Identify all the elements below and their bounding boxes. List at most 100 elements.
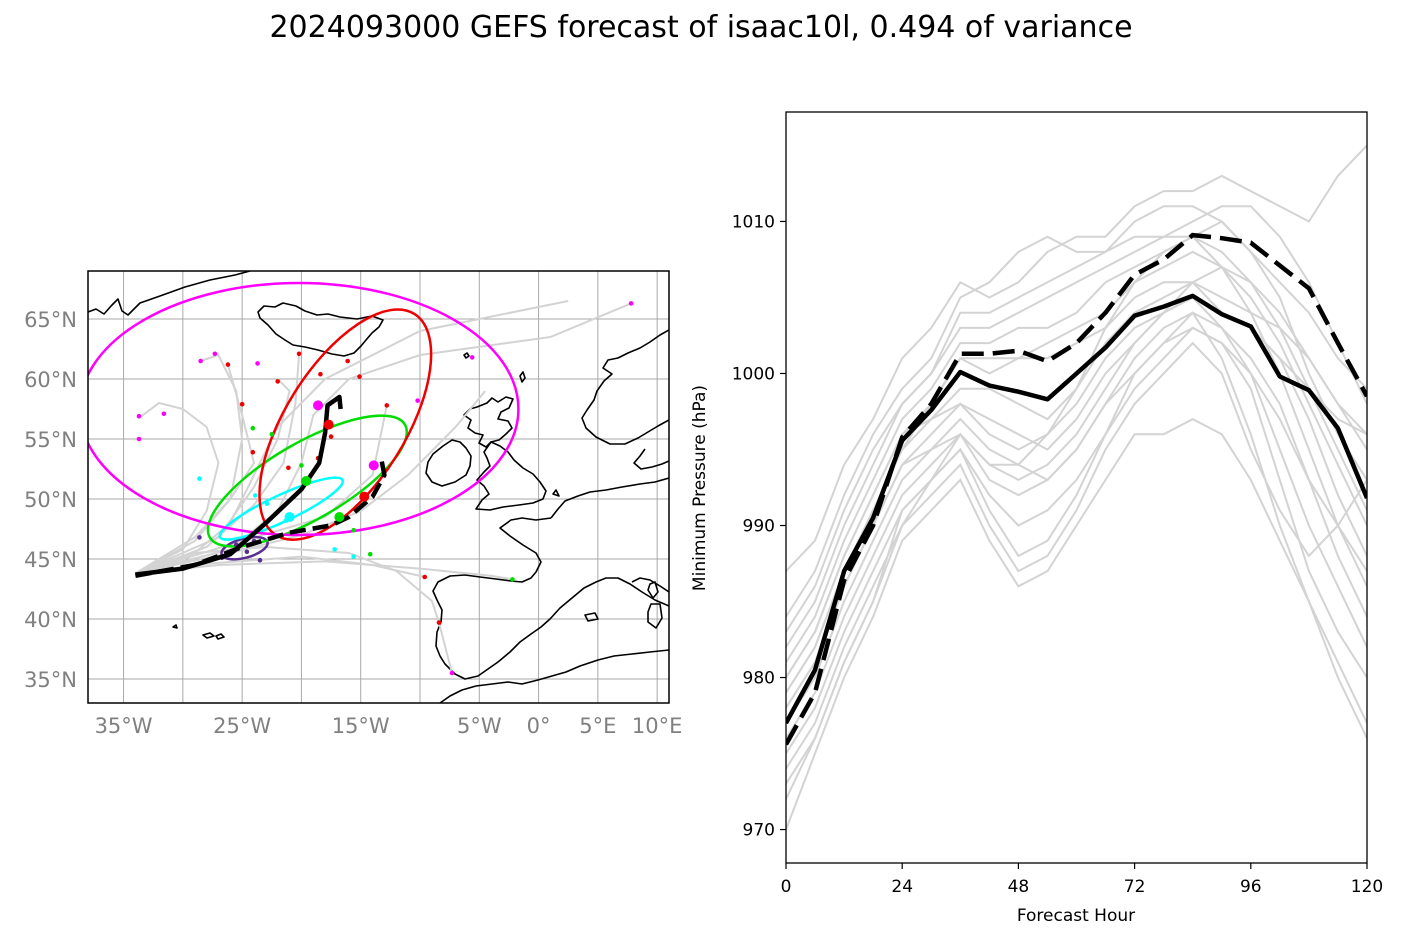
lat-tick-label: 60°N — [24, 368, 77, 392]
member-position-point — [250, 425, 256, 431]
lat-tick-label: 45°N — [24, 548, 77, 572]
lon-tick-label: 25°W — [213, 714, 271, 738]
x-tick-label: 0 — [781, 877, 792, 897]
x-tick-label: 48 — [1008, 877, 1030, 897]
y-tick-label: 980 — [743, 669, 775, 689]
x-tick-label: 24 — [891, 877, 913, 897]
member-position-point — [275, 379, 281, 384]
member-pressure-line — [786, 220, 1367, 663]
coastline-continent-north — [550, 477, 669, 519]
coastline-norway — [581, 329, 669, 445]
lat-tick-label: 55°N — [24, 428, 77, 452]
lon-tick-label: 35°W — [95, 714, 153, 738]
coastline-azores-2 — [215, 633, 225, 640]
member-position-point — [318, 371, 323, 377]
member-position-point — [357, 374, 362, 379]
member-position-point — [239, 401, 245, 407]
member-position-point — [351, 527, 356, 533]
member-position-point — [367, 551, 373, 557]
coastline-ireland — [425, 439, 472, 487]
coastline-scotland — [463, 396, 514, 448]
coastlines — [88, 271, 669, 703]
member-position-point — [161, 411, 167, 417]
member-position-point — [510, 577, 515, 582]
member-pressure-line — [786, 205, 1367, 618]
coastline-north-africa — [439, 649, 669, 703]
member-position-point — [257, 557, 263, 563]
member-pressure-line — [786, 341, 1367, 785]
coastline-corsica — [647, 581, 659, 599]
coastline-england-wales — [475, 441, 547, 511]
member-position-point — [269, 431, 275, 437]
lon-tick-label: 5°E — [579, 714, 616, 738]
coastline-france — [499, 517, 552, 583]
coastline-iceland — [257, 302, 384, 357]
member-position-point — [264, 501, 270, 507]
coastline-sardinia — [647, 603, 663, 629]
coastline-sweden-denmark — [633, 448, 669, 470]
ensemble-mean-track-line — [135, 394, 343, 577]
y-tick-label: 970 — [743, 821, 775, 841]
member-position-point — [136, 413, 142, 419]
lat-tick-label: 40°N — [24, 608, 77, 632]
lon-tick-label: 0° — [527, 714, 551, 738]
mean-position-marker — [323, 419, 334, 430]
lon-tick-label: 10°E — [632, 714, 683, 738]
x-tick-label: 72 — [1124, 877, 1146, 897]
plot-frame — [785, 111, 1368, 864]
coastline-italy — [631, 577, 669, 593]
track-map-panel: 35°W 25°W 15°W 5°W 0° 5°E 10°E 65°N 60°N 55°N 50°N… — [24, 270, 683, 738]
y-axis-label: Minimum Pressure (hPa) — [690, 385, 710, 591]
x-tick-label: 96 — [1240, 877, 1262, 897]
mean-position-marker — [284, 512, 295, 522]
control-position-marker — [334, 512, 345, 522]
lon-tick-label: 15°W — [332, 714, 390, 738]
coastline-greenland — [88, 271, 251, 316]
member-position-point — [244, 549, 250, 555]
member-position-point — [469, 355, 475, 360]
control-position-marker — [368, 460, 379, 471]
member-pressure-line — [786, 235, 1367, 709]
coastline-shetland — [519, 371, 526, 383]
control-position-marker — [359, 491, 370, 502]
map-frame — [87, 270, 670, 704]
coastline-balearic — [584, 612, 599, 622]
member-position-point — [351, 554, 356, 559]
member-pressure-line — [786, 417, 1367, 830]
member-track-line — [134, 353, 244, 575]
lat-tick-label: 50°N — [24, 488, 77, 512]
y-tick-label: 1000 — [732, 364, 775, 384]
mean-position-marker — [301, 476, 312, 486]
y-tick-label: 990 — [743, 517, 775, 537]
member-position-point — [198, 358, 203, 364]
pressure-panel: 0 24 48 72 96 120 970 980 990 1000 1010 Forecast H… — [690, 111, 1383, 926]
member-position-point — [415, 398, 420, 403]
y-tick-label: 1010 — [732, 212, 775, 232]
coastline-azores-1 — [202, 632, 215, 639]
member-position-point — [255, 361, 260, 366]
mean-position-marker — [313, 400, 324, 411]
member-track-line — [135, 353, 301, 575]
x-axis-label: Forecast Hour — [1017, 906, 1135, 926]
member-position-point — [449, 670, 455, 676]
member-pressure-line — [786, 144, 1367, 572]
x-tick-label: 120 — [1351, 877, 1383, 897]
map-marks — [88, 281, 634, 676]
plot-background — [786, 112, 1367, 863]
member-position-point — [384, 403, 390, 408]
member-position-point — [299, 463, 304, 468]
member-position-point — [252, 493, 258, 498]
mean-pressure-line — [786, 293, 1367, 725]
coastline-uk-east-islands — [552, 489, 560, 497]
coastline-iberia — [432, 574, 669, 680]
lat-tick-label: 65°N — [24, 308, 77, 332]
member-pressure-line — [786, 326, 1367, 800]
member-pressure-line — [786, 265, 1367, 739]
lon-tick-label: 5°W — [457, 714, 502, 738]
lat-tick-label: 35°N — [24, 668, 77, 692]
pressure-series — [786, 144, 1367, 830]
member-pressure-line — [786, 311, 1367, 770]
uncertainty-ellipse-t48 — [206, 414, 409, 548]
uncertainty-ellipse-t96 — [88, 281, 520, 537]
